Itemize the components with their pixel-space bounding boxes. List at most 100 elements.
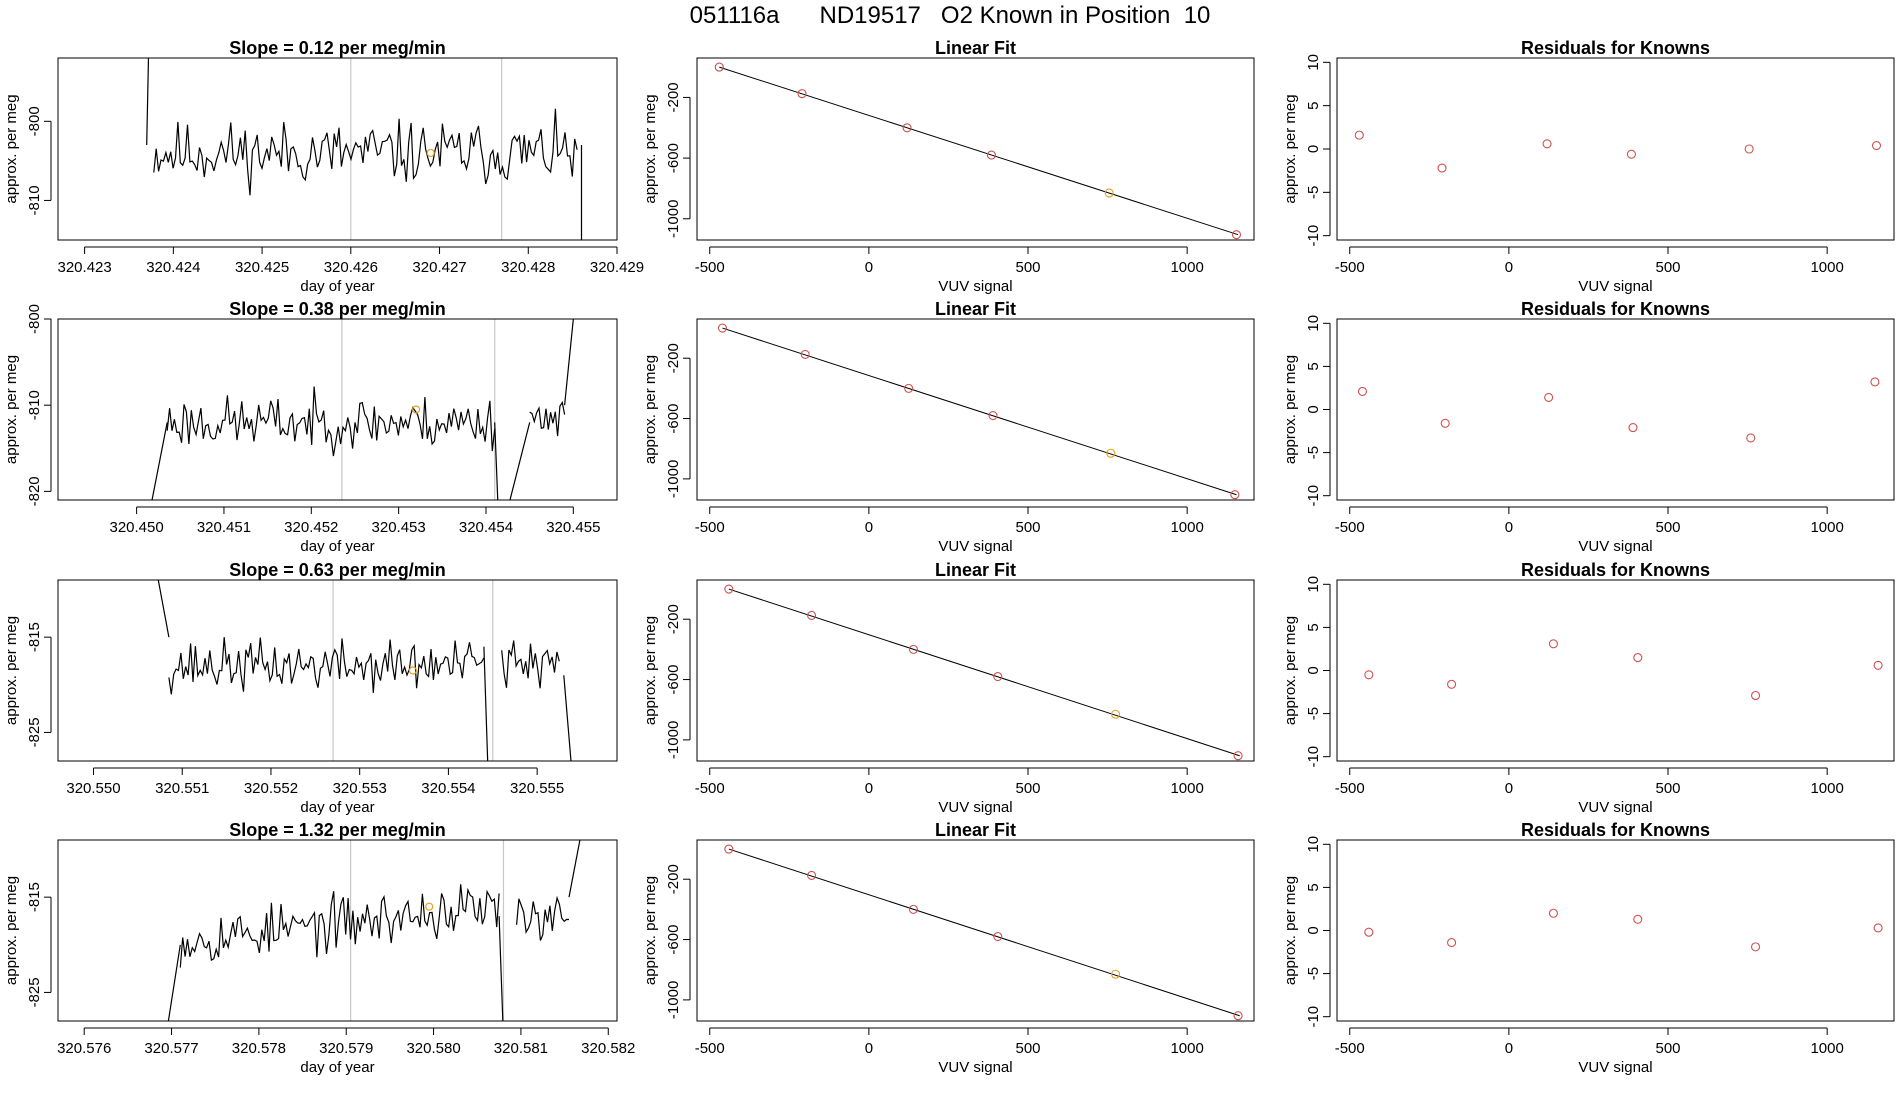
y-axis-label: approx. per meg	[1282, 876, 1299, 985]
y-tick-label: 0	[1305, 666, 1322, 674]
y-tick-label: -600	[665, 925, 682, 955]
y-axis-label: approx. per meg	[3, 616, 20, 725]
y-tick-label: 0	[1305, 926, 1322, 934]
data-marks	[724, 584, 1243, 761]
y-tick-label: -600	[665, 143, 682, 173]
series-line	[167, 944, 181, 1021]
x-tick-label: 320.425	[235, 259, 289, 276]
y-axis-label: approx. per meg	[642, 876, 659, 985]
data-point	[1548, 908, 1558, 918]
data-marks	[717, 323, 1240, 500]
data-point	[1447, 679, 1457, 689]
y-tick-label: -825	[26, 717, 43, 747]
y-tick-label: -820	[26, 476, 43, 506]
y-tick-label: -10	[1305, 746, 1322, 768]
panel-title: Slope = 0.38 per meg/min	[229, 299, 446, 319]
series-line	[498, 916, 504, 1021]
x-tick-label: 320.427	[412, 259, 466, 276]
plot-frame	[57, 318, 618, 501]
x-tick-label: 320.428	[501, 259, 555, 276]
x-tick-label: -500	[1335, 259, 1365, 276]
data-point	[1437, 163, 1447, 173]
data-point	[1542, 139, 1552, 149]
plot-frame	[696, 839, 1255, 1022]
data-point	[1744, 144, 1754, 154]
series-line	[509, 422, 531, 500]
x-tick-label: 1000	[1810, 259, 1843, 276]
plot-frame	[57, 579, 618, 762]
x-tick-label: 320.580	[406, 1040, 460, 1057]
x-tick-label: -500	[695, 259, 725, 276]
data-marks	[1354, 130, 1882, 173]
panel-linear-fit-row-3: Linear Fit -500 0 500 1000 VUV signal -200 -600…	[642, 560, 1255, 816]
x-tick-label: 320.455	[546, 519, 600, 536]
x-tick-label: 500	[1656, 519, 1681, 536]
x-axis-label: VUV signal	[1578, 799, 1652, 816]
data-point	[1364, 927, 1374, 937]
x-tick-label: 320.429	[590, 259, 644, 276]
data-point	[724, 584, 734, 594]
x-tick-label: 320.450	[109, 519, 163, 536]
x-tick-label: 320.582	[581, 1040, 635, 1057]
x-tick-label: 320.424	[146, 259, 200, 276]
x-axis-label: day of year	[300, 278, 374, 295]
fit-line	[728, 848, 1240, 1017]
data-point	[797, 89, 807, 99]
x-axis-label: VUV signal	[938, 799, 1012, 816]
fit-line	[719, 66, 1239, 236]
data-point	[1364, 670, 1374, 680]
x-tick-label: 0	[1505, 259, 1513, 276]
series-line	[501, 640, 560, 689]
panel-title: Slope = 0.12 per meg/min	[229, 38, 446, 58]
x-axis-label: day of year	[300, 1059, 374, 1076]
series-line	[494, 422, 499, 500]
data-marks	[1364, 639, 1883, 701]
x-tick-label: 1000	[1810, 780, 1843, 797]
x-tick-label: -500	[695, 780, 725, 797]
series-line	[563, 675, 572, 761]
y-tick-label: -600	[665, 665, 682, 695]
y-tick-label: -10	[1305, 1006, 1322, 1028]
highlight-point	[1106, 448, 1116, 458]
data-point	[1626, 149, 1636, 159]
data-point	[1233, 1011, 1243, 1021]
data-point	[902, 123, 912, 133]
data-point	[1873, 660, 1883, 670]
panel-title: Slope = 1.32 per meg/min	[229, 820, 446, 840]
highlight-point	[412, 405, 421, 414]
data-point	[1870, 377, 1880, 387]
y-axis-label: approx. per meg	[642, 616, 659, 725]
series-line	[151, 422, 168, 500]
panel-title: Linear Fit	[935, 38, 1016, 58]
x-tick-label: 320.578	[232, 1040, 286, 1057]
y-tick-label: -800	[26, 106, 43, 136]
panel-title: Slope = 0.63 per meg/min	[229, 560, 446, 580]
x-tick-label: 320.576	[57, 1040, 111, 1057]
x-tick-label: 0	[865, 780, 873, 797]
plot-frame	[1336, 839, 1895, 1022]
data-point	[1873, 923, 1883, 933]
plot-frame	[1336, 57, 1895, 241]
x-axis-label: day of year	[300, 799, 374, 816]
y-tick-label: 5	[1305, 623, 1322, 631]
x-tick-label: 320.426	[324, 259, 378, 276]
data-point	[807, 610, 817, 620]
data-point	[1354, 130, 1364, 140]
panel-residuals-row-2: Residuals for Knowns -500 0 500 1000 VUV sign…	[1282, 299, 1895, 555]
x-tick-label: 500	[1656, 780, 1681, 797]
plot-frame	[696, 579, 1255, 762]
x-axis-label: VUV signal	[1578, 278, 1652, 295]
y-tick-label: -200	[665, 604, 682, 634]
panel-title: Residuals for Knowns	[1521, 560, 1710, 580]
x-tick-label: 0	[1505, 519, 1513, 536]
data-point	[1548, 639, 1558, 649]
x-tick-label: 1000	[1170, 780, 1203, 797]
x-tick-label: 320.554	[421, 780, 475, 797]
data-marks	[714, 62, 1242, 240]
y-tick-label: -200	[665, 82, 682, 112]
x-tick-label: -500	[1335, 519, 1365, 536]
series-line	[168, 637, 485, 695]
y-tick-label: -1000	[665, 460, 682, 498]
x-tick-label: 320.454	[459, 519, 513, 536]
panel-title: Linear Fit	[935, 560, 1016, 580]
